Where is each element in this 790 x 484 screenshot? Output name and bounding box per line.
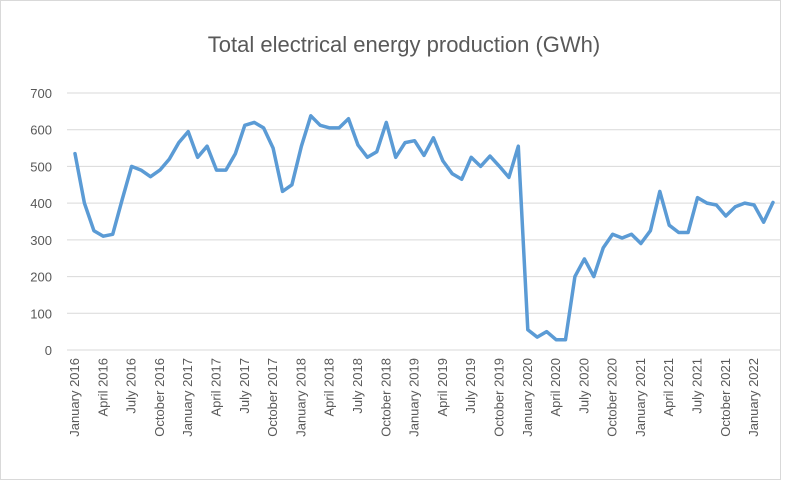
y-tick-label: 500 [30, 159, 52, 174]
x-tick-label: July 2020 [576, 358, 591, 414]
y-tick-label: 100 [30, 306, 52, 321]
y-tick-label: 700 [30, 86, 52, 101]
x-tick-label: January 2016 [67, 358, 82, 437]
x-tick-label: April 2018 [322, 358, 337, 417]
x-tick-label: October 2018 [378, 358, 393, 437]
x-tick-label: July 2021 [690, 358, 705, 414]
chart-title: Total electrical energy production (GWh) [208, 32, 601, 57]
y-tick-label: 200 [30, 270, 52, 285]
x-tick-label: October 2021 [718, 358, 733, 437]
x-tick-label: July 2016 [124, 358, 139, 414]
x-tick-label: October 2016 [152, 358, 167, 437]
x-tick-label: April 2021 [661, 358, 676, 417]
x-tick-label: April 2020 [548, 358, 563, 417]
x-tick-label: April 2017 [208, 358, 223, 417]
x-tick-label: April 2019 [435, 358, 450, 417]
x-tick-label: July 2018 [350, 358, 365, 414]
x-tick-label: January 2019 [407, 358, 422, 437]
x-tick-label: April 2016 [95, 358, 110, 417]
y-tick-label: 0 [45, 343, 52, 358]
x-tick-label: January 2017 [180, 358, 195, 437]
x-tick-label: January 2022 [746, 358, 761, 437]
x-tick-label: October 2017 [265, 358, 280, 437]
y-tick-label: 300 [30, 233, 52, 248]
x-tick-label: October 2020 [605, 358, 620, 437]
x-tick-label: January 2021 [633, 358, 648, 437]
y-tick-label: 600 [30, 123, 52, 138]
x-tick-label: October 2019 [491, 358, 506, 437]
x-tick-label: January 2018 [293, 358, 308, 437]
x-tick-label: January 2020 [520, 358, 535, 437]
y-tick-label: 400 [30, 196, 52, 211]
x-tick-label: July 2019 [463, 358, 478, 414]
data-line [73, 114, 775, 342]
x-tick-label: July 2017 [237, 358, 252, 414]
